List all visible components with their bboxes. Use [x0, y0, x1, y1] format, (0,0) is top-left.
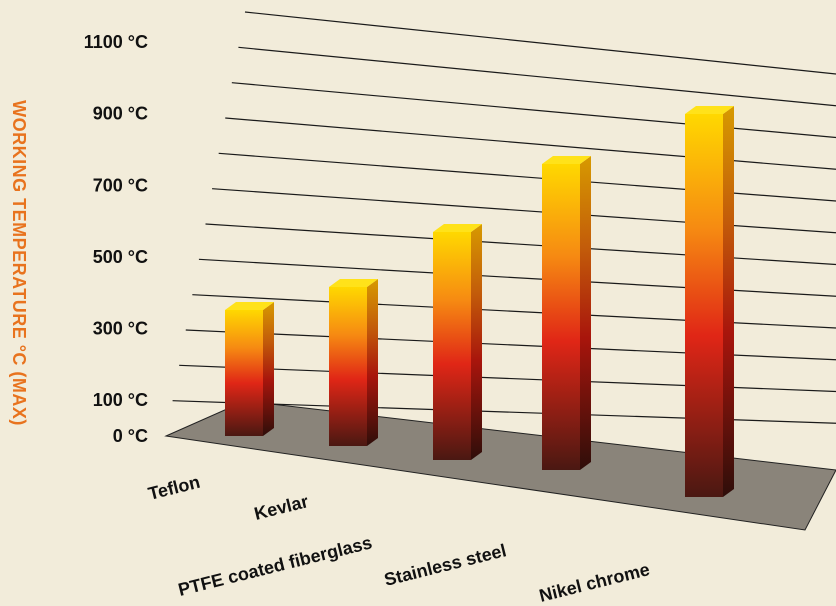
- bar-front: [542, 164, 580, 470]
- bar-top: [329, 279, 378, 287]
- y-tick-label: 0 °C: [113, 426, 148, 446]
- grid-line: [212, 188, 836, 234]
- x-tick-label: Stainless steel: [382, 540, 508, 590]
- bar-side: [367, 279, 378, 446]
- grid-line: [205, 223, 836, 266]
- bar-side: [471, 224, 482, 460]
- bar-front: [225, 310, 263, 436]
- grid-line: [218, 152, 836, 202]
- x-tick-label: Teflon: [146, 472, 202, 504]
- y-tick-label: 500 °C: [93, 247, 148, 267]
- y-axis-title: WORKING TEMPERATURE °C (MAX): [9, 100, 29, 426]
- bar-top: [225, 302, 274, 310]
- bar: [329, 279, 378, 446]
- bar: [685, 106, 734, 497]
- x-tick-label: Nikel chrome: [537, 559, 652, 606]
- y-tick-label: 700 °C: [93, 175, 148, 195]
- bar-front: [685, 114, 723, 497]
- bar-side: [263, 302, 274, 436]
- x-tick-label: PTFE coated fiberglass: [176, 532, 374, 600]
- y-tick-label: 1100 °C: [84, 32, 148, 52]
- bar-top: [685, 106, 734, 114]
- y-tick-labels: 0 °C 100 °C 300 °C 500 °C 700 °C 900 °C 1100 °…: [84, 32, 148, 446]
- grid-line: [231, 82, 836, 139]
- bar: [542, 156, 591, 470]
- bar-side: [723, 106, 734, 497]
- grid-line: [238, 46, 836, 107]
- grid-line: [244, 11, 836, 75]
- bar-top: [542, 156, 591, 164]
- y-tick-label: 900 °C: [93, 104, 148, 124]
- y-tick-label: 300 °C: [93, 319, 148, 339]
- bar-top: [433, 224, 482, 232]
- grid-line: [192, 294, 836, 329]
- bar: [433, 224, 482, 460]
- y-tick-label: 100 °C: [93, 390, 148, 410]
- bar-front: [329, 287, 367, 446]
- bars: [225, 106, 734, 497]
- grid-line: [179, 364, 836, 393]
- bar-side: [580, 156, 591, 470]
- bar: [225, 302, 274, 436]
- x-tick-label: Kevlar: [252, 491, 310, 524]
- grid-line: [225, 117, 836, 170]
- grid-line: [198, 258, 836, 297]
- bar-front: [433, 232, 471, 460]
- grid-line: [185, 329, 836, 361]
